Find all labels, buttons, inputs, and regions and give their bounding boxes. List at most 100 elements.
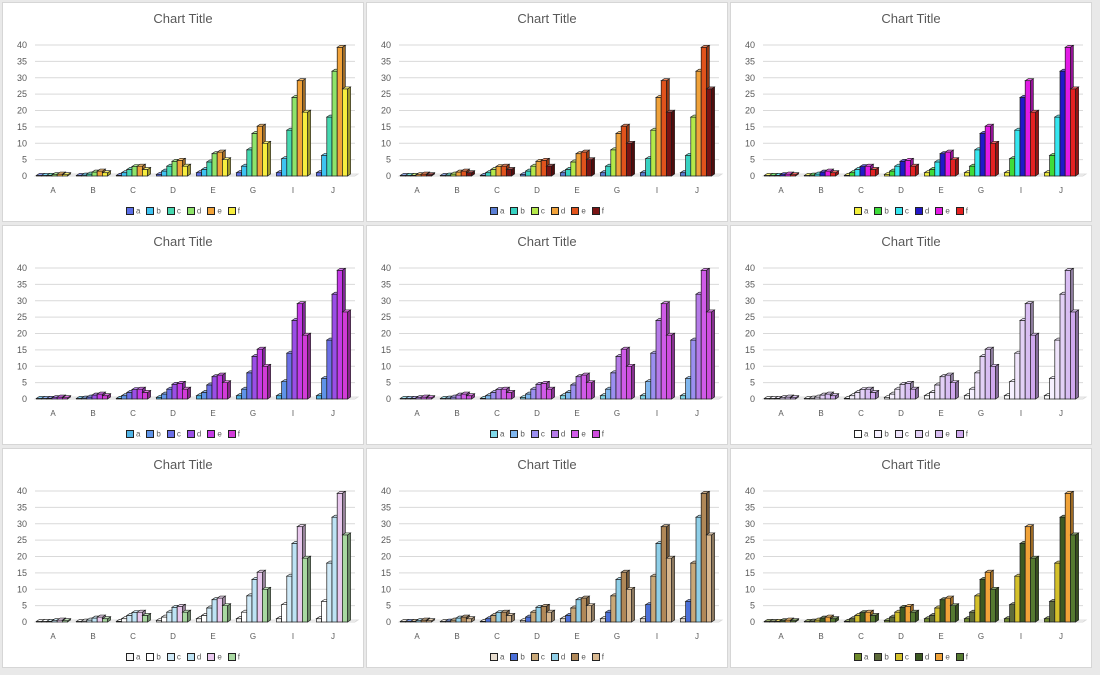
chart-legend: a b c d e f (731, 429, 1091, 438)
legend-label: c (176, 206, 181, 216)
legend-swatch (166, 429, 175, 438)
legend-item: c (894, 206, 909, 215)
legend-item: a (489, 429, 504, 438)
legend-label: b (884, 652, 889, 662)
y-tick-label: 10 (381, 361, 391, 371)
x-tick-label: J (331, 632, 335, 641)
legend-label: b (520, 652, 525, 662)
x-tick-label: J (1059, 186, 1063, 195)
chart-title: Chart Title (153, 234, 213, 249)
legend-swatch (489, 206, 498, 215)
bar (301, 332, 312, 400)
chart-title: Chart Title (153, 11, 213, 26)
legend-swatch (510, 206, 519, 215)
legend-label: a (135, 652, 141, 662)
y-tick-label: 25 (745, 535, 755, 545)
y-tick-label: 40 (17, 486, 27, 496)
x-tick-label: C (494, 186, 500, 195)
x-tick-label: D (534, 409, 540, 418)
bar (1029, 332, 1040, 400)
x-tick-label: D (534, 632, 540, 641)
legend-label: b (520, 429, 525, 439)
y-tick-label: 35 (745, 279, 755, 289)
y-tick-label: 5 (750, 378, 755, 388)
bar (141, 612, 152, 623)
legend-item: a (125, 429, 140, 438)
x-tick-label: I (1020, 409, 1022, 418)
bar (261, 586, 272, 623)
x-tick-label: I (656, 632, 658, 641)
legend-swatch (955, 429, 964, 438)
legend-swatch (550, 652, 559, 661)
bar (585, 603, 596, 623)
bar (61, 395, 72, 400)
bar (425, 395, 436, 400)
bar (425, 172, 436, 177)
x-tick-label: J (1059, 632, 1063, 641)
x-tick-label: G (978, 186, 984, 195)
legend-item: b (146, 206, 161, 215)
y-tick-label: 15 (381, 345, 391, 355)
legend-label: e (217, 206, 222, 216)
legend-item: b (510, 429, 525, 439)
legend-label: a (135, 206, 141, 216)
y-tick-label: 35 (17, 56, 27, 66)
legend-swatch (510, 652, 519, 661)
legend-label: e (217, 652, 222, 662)
legend-swatch (591, 206, 600, 215)
legend-item: e (571, 206, 586, 215)
y-tick-label: 15 (745, 122, 755, 132)
legend-swatch (894, 206, 903, 215)
bar-chart-plot: 0 5 10 15 20 25 30 35 40 A B C D E G I J (745, 486, 1088, 641)
y-tick-label: 25 (381, 312, 391, 322)
bar-chart-plot: 0 5 10 15 20 25 30 35 40 A B C D E G I J (745, 40, 1088, 195)
bar (141, 166, 152, 177)
legend-item: f (591, 206, 605, 216)
legend-item: d (186, 429, 201, 438)
y-tick-label: 20 (381, 106, 391, 116)
y-tick-label: 40 (381, 486, 391, 496)
y-tick-label: 20 (745, 106, 755, 116)
bar (425, 618, 436, 623)
y-tick-label: 35 (381, 279, 391, 289)
legend-label: e (945, 429, 950, 439)
y-tick-label: 25 (745, 312, 755, 322)
chart-title: Chart Title (881, 11, 941, 26)
y-tick-label: 10 (17, 584, 27, 594)
legend-label: f (601, 206, 605, 216)
y-tick-label: 10 (745, 361, 755, 371)
legend-label: f (965, 206, 969, 216)
x-tick-label: B (90, 186, 95, 195)
x-tick-label: E (574, 186, 579, 195)
legend-item: a (125, 206, 141, 216)
legend-label: f (601, 429, 605, 439)
bar (61, 172, 72, 177)
x-tick-label: I (292, 409, 294, 418)
x-tick-label: J (695, 186, 699, 195)
bar (1069, 532, 1080, 623)
legend-item: c (530, 206, 545, 215)
bar (1029, 109, 1040, 177)
y-tick-label: 15 (381, 122, 391, 132)
legend-label: c (540, 429, 545, 439)
x-tick-label: C (494, 409, 500, 418)
legend-item: b (146, 652, 161, 661)
x-tick-label: J (695, 632, 699, 641)
chart-legend: a b c d e f (3, 652, 363, 661)
x-tick-label: G (614, 409, 620, 418)
bar (545, 386, 556, 400)
y-tick-label: 30 (17, 73, 27, 83)
x-tick-label: A (778, 632, 784, 641)
x-tick-label: G (614, 632, 620, 641)
chart-title: Chart Title (517, 234, 577, 249)
legend-label: e (945, 652, 950, 662)
legend-item: a (853, 429, 868, 438)
y-tick-label: 0 (750, 171, 755, 181)
legend-label: a (499, 206, 505, 216)
legend-label: d (560, 206, 566, 216)
bar (301, 109, 312, 177)
bar (221, 603, 232, 623)
